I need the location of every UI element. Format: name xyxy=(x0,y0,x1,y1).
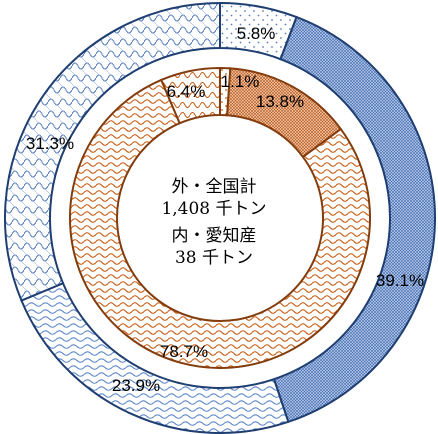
inner-slice-3-label: 78.7% xyxy=(160,342,208,361)
inner-slice-3 xyxy=(69,78,371,369)
inner-slice-4 xyxy=(159,66,221,125)
inner-slice-1-label: 1.1% xyxy=(221,72,260,91)
inner-slice-4-label: 6.4% xyxy=(167,82,206,101)
center-inner-line2: 38 千トン xyxy=(175,248,253,268)
outer-slice-4 xyxy=(4,1,221,302)
outer-slice-4-label: 31.3% xyxy=(26,134,74,153)
center-outer-line1: 外・全国計 xyxy=(172,177,257,197)
outer-slice-3-label: 23.9% xyxy=(112,376,160,395)
outer-slice-1-label: 5.8% xyxy=(237,24,276,43)
labels-layer: 5.8% 39.1% 23.9% 31.3% 1.1%13.8% 78.7% 6.4% xyxy=(26,24,424,395)
outer-slice-2-label: 39.1% xyxy=(376,271,424,290)
slices-layer xyxy=(4,1,436,434)
outer-slice-2 xyxy=(272,15,436,424)
center-inner-line1: 内・愛知産 xyxy=(172,226,257,246)
center-outer-line2: 1,408 千トン xyxy=(161,199,266,219)
center-text: 外・全国計 1,408 千トン 内・愛知産 38 千トン xyxy=(161,177,266,268)
inner-slice-2-label: 13.8% xyxy=(256,92,304,111)
